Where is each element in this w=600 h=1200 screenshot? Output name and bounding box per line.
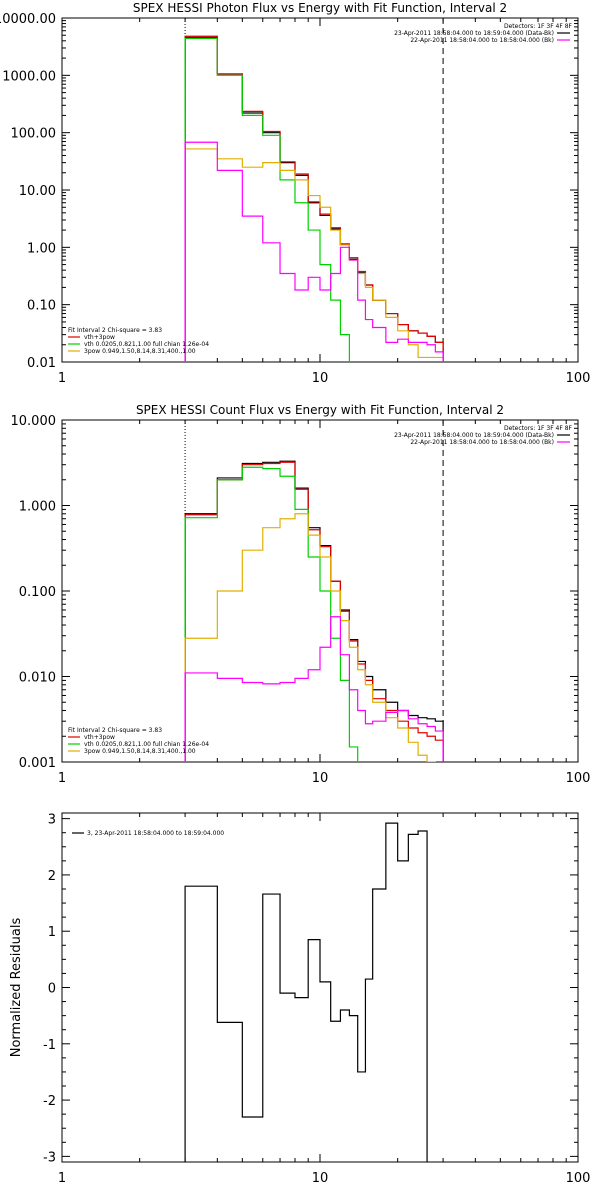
series-line-5 — [184, 616, 444, 762]
y-tick-label: -2 — [43, 1094, 56, 1109]
legend-entry-label: 3pow 0.949,1.50,8.14,8.31,400.,1.00 — [84, 348, 196, 355]
x-tick-label: 10 — [312, 771, 329, 786]
y-tick-label: 0.010 — [19, 671, 56, 686]
chart-panel-2: SPEX HESSI Count Flux vs Energy with Fit… — [11, 403, 591, 786]
series-line-4 — [184, 513, 436, 762]
plot-frame — [61, 812, 579, 1163]
legend-entry-label: 22-Apr-2011 18:58:04.000 to 18:58:04.000… — [410, 439, 554, 446]
y-tick-label: 0.10 — [27, 299, 56, 314]
legend-entry-label: 23-Apr-2011 18:58:04.000 to 18:59:04.000… — [394, 30, 554, 37]
y-tick-label: 10.00 — [19, 184, 56, 199]
legend-entry-label: vth+3pow — [84, 734, 115, 741]
y-tick-label: 2 — [48, 869, 56, 884]
y-tick-label: 1000.00 — [2, 69, 56, 84]
legend-entry-label: 3pow 0.949,1.50,8.14,8.31,400.,1.00 — [84, 748, 196, 755]
y-tick-label: 1.000 — [19, 500, 56, 515]
legend-detectors: Detectors: 1F 3F 4F 8F — [504, 23, 573, 30]
x-tick-label: 100 — [566, 371, 591, 386]
legend-entry-label: vth 0.0205,0.821,1.00 full chian 1.26e-0… — [84, 741, 209, 748]
series-group — [184, 460, 444, 762]
chart-panel-1: SPEX HESSI Photon Flux vs Energy with Fi… — [0, 1, 591, 386]
x-tick-label: 10 — [312, 1171, 329, 1186]
y-tick-label: 1.00 — [27, 241, 56, 256]
y-tick-label: 3 — [48, 813, 56, 828]
y-tick-label: 100.00 — [11, 127, 57, 142]
y-tick-label: 10000.00 — [0, 12, 56, 27]
series-line-1 — [184, 822, 428, 1162]
y-tick-label: 0.001 — [19, 756, 56, 771]
series-group — [184, 35, 444, 362]
y-tick-label: 0 — [48, 982, 56, 997]
y-tick-label: -1 — [43, 1038, 56, 1053]
x-tick-label: 1 — [58, 371, 66, 386]
y-axis-label: Normalized Residuals — [9, 918, 24, 1058]
series-line-3 — [184, 466, 359, 762]
legend-entry-label: vth+3pow — [84, 334, 115, 341]
y-tick-label: 0.01 — [27, 356, 56, 371]
x-tick-label: 1 — [58, 771, 66, 786]
y-tick-label: -3 — [43, 1150, 56, 1165]
chart-panel-3: 1 10 100 -3 -2 -1 0 1 2 3 Normalized Residuals 3, 2… — [9, 812, 591, 1186]
x-tick-label: 1 — [58, 1171, 66, 1186]
chart-title: SPEX HESSI Count Flux vs Energy with Fit… — [136, 403, 504, 417]
y-tick-label: 0.100 — [19, 585, 56, 600]
series-line-5 — [184, 141, 444, 362]
y-tick-label: 10.000 — [11, 414, 57, 429]
legend-entry-label: 3, 23-Apr-2011 18:58:04.000 to 18:59:04.… — [87, 830, 224, 837]
x-tick-label: 100 — [566, 771, 591, 786]
x-tick-label: 100 — [566, 1171, 591, 1186]
chart-title: SPEX HESSI Photon Flux vs Energy with Fi… — [133, 1, 507, 15]
legend-fit-header: Fit Interval 2 Chi-square = 3.83 — [68, 327, 162, 334]
legend-entry-label: 22-Apr-2011 18:58:04.000 to 18:58:04.000… — [410, 37, 554, 44]
legend-entry-label: 23-Apr-2011 18:58:04.000 to 18:59:04.000… — [394, 432, 554, 439]
series-line-2 — [184, 461, 444, 762]
series-group — [184, 822, 428, 1162]
plot-frame — [61, 17, 579, 363]
series-line-1 — [184, 460, 444, 762]
legend-entry-label: vth 0.0205,0.821,1.00 full chian 1.26e-0… — [84, 341, 209, 348]
legend-fit-header: Fit Interval 2 Chi-square = 3.83 — [68, 727, 162, 734]
series-line-2 — [184, 35, 444, 362]
series-line-4 — [184, 148, 444, 362]
x-tick-label: 10 — [312, 371, 329, 386]
y-tick-label: 1 — [48, 925, 56, 940]
legend-detectors: Detectors: 1F 3F 4F 8F — [504, 425, 573, 432]
